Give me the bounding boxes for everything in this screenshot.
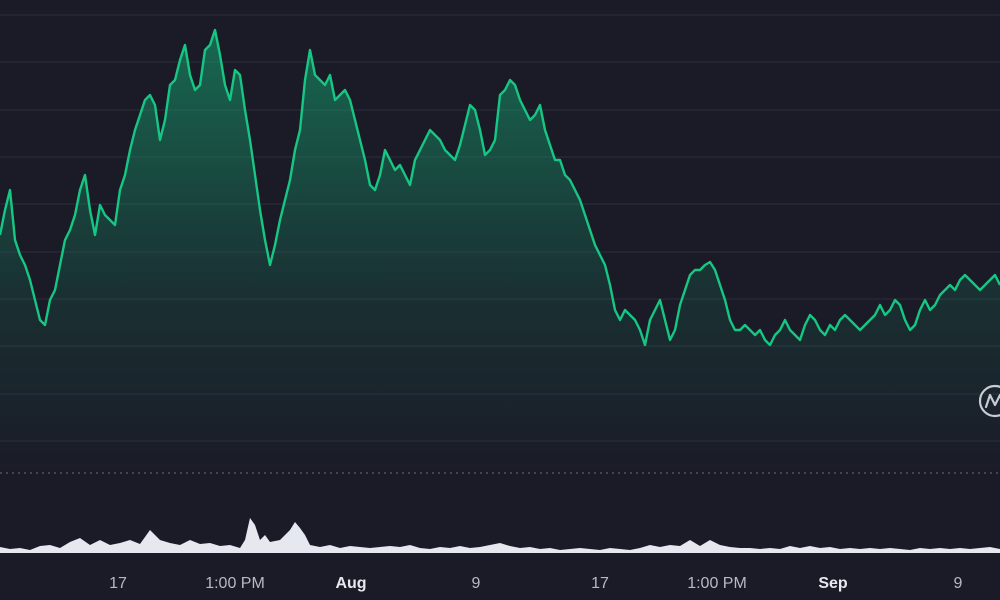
x-tick-label: Aug (335, 575, 366, 592)
x-tick-label: Sep (818, 575, 848, 592)
x-tick-label: 9 (954, 575, 963, 592)
price-line (0, 28, 1000, 347)
volume-area (0, 518, 1000, 553)
coinmarketcap-logo-icon (978, 384, 1000, 418)
x-axis: 17 1:00 PM Aug 9 17 1:00 PM Sep 9 (109, 575, 962, 592)
x-tick-label: 1:00 PM (687, 575, 747, 592)
x-tick-label: 17 (109, 575, 127, 592)
x-tick-label: 9 (472, 575, 481, 592)
x-tick-label: 17 (591, 575, 609, 592)
x-tick-label: 1:00 PM (205, 575, 265, 592)
